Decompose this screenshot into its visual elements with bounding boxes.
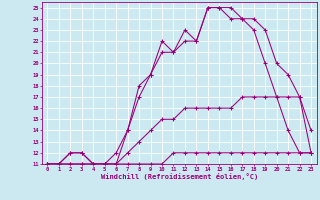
X-axis label: Windchill (Refroidissement éolien,°C): Windchill (Refroidissement éolien,°C) [100,173,258,180]
